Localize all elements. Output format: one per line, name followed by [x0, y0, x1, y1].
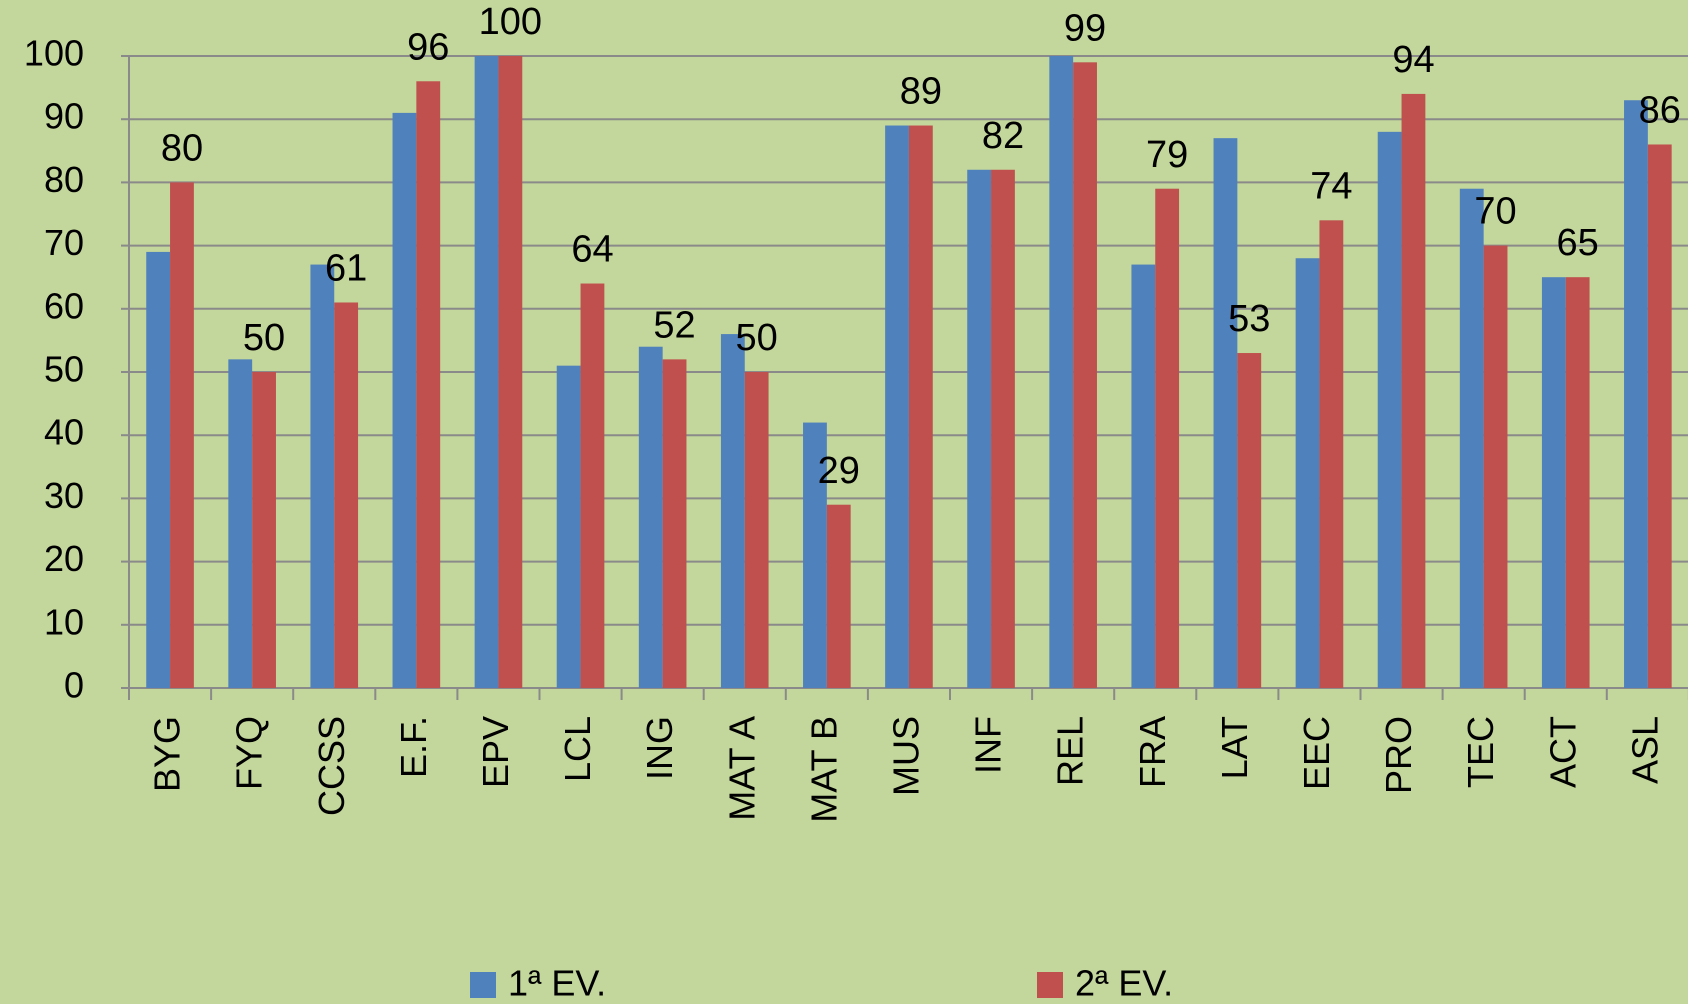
data-label: 70 [1474, 191, 1516, 233]
x-tick-label: LAT [1214, 716, 1255, 779]
bar [1237, 353, 1262, 688]
y-tick-label: 40 [44, 412, 84, 453]
data-label: 65 [1557, 222, 1599, 264]
bar [744, 372, 769, 688]
bar [720, 334, 745, 688]
bar [662, 359, 687, 688]
data-label: 82 [982, 115, 1024, 157]
bar [252, 372, 276, 688]
legend-swatch [1037, 972, 1063, 998]
bar [1624, 100, 1648, 689]
x-tick-label: BYG [147, 716, 188, 792]
bar [991, 169, 1015, 688]
y-tick-label: 10 [44, 601, 84, 642]
y-tick-label: 20 [44, 538, 84, 579]
data-label: 79 [1146, 134, 1188, 176]
x-tick-label: TEC [1460, 716, 1501, 788]
y-tick-label: 60 [44, 285, 84, 326]
data-label: 100 [479, 1, 542, 43]
x-tick-label: FYQ [229, 716, 270, 790]
y-tick-label: 50 [44, 349, 84, 390]
bar [638, 346, 663, 688]
bar [580, 283, 605, 688]
data-label: 52 [653, 304, 695, 346]
bar [967, 169, 992, 688]
bar [1319, 220, 1344, 688]
bar [146, 251, 171, 689]
bar [1155, 188, 1180, 688]
data-label: 53 [1228, 298, 1270, 340]
data-label: 64 [571, 229, 613, 271]
y-tick-label: 100 [24, 33, 84, 74]
x-tick-label: EEC [1296, 716, 1337, 790]
legend-swatch [470, 972, 496, 998]
bar [556, 365, 581, 688]
x-tick-label: LCL [557, 716, 598, 782]
bar [498, 56, 523, 688]
bar [416, 81, 441, 688]
bar [392, 112, 417, 688]
x-tick-label: EPV [475, 716, 516, 788]
x-tick-label: CCSS [311, 716, 352, 816]
x-tick-label: ASL [1624, 716, 1665, 784]
bar [1213, 138, 1238, 688]
x-tick-label: INF [968, 716, 1009, 774]
x-tick-label: PRO [1378, 716, 1419, 794]
y-tick-label: 30 [44, 475, 84, 516]
bar [1565, 277, 1590, 688]
x-tick-label: REL [1050, 716, 1091, 786]
bar [1459, 188, 1484, 688]
y-tick-label: 70 [44, 222, 84, 263]
x-tick-label: MUS [885, 716, 926, 796]
y-tick-label: 80 [44, 159, 84, 200]
data-label: 50 [243, 317, 285, 359]
bar [1131, 264, 1156, 688]
bar [908, 125, 933, 688]
data-label: 50 [736, 317, 778, 359]
data-label: 29 [818, 450, 860, 492]
data-label: 80 [161, 127, 203, 169]
legend-label: 1ª EV. [508, 963, 606, 1004]
data-label: 74 [1310, 165, 1352, 207]
x-tick-label: E.F. [393, 716, 434, 778]
data-label: 86 [1639, 90, 1681, 132]
x-tick-label: MAT A [721, 716, 762, 821]
bar [1483, 245, 1508, 688]
bar [885, 125, 909, 688]
bar [826, 504, 851, 688]
bar [228, 359, 253, 688]
x-tick-label: ACT [1542, 716, 1583, 788]
bar [170, 182, 194, 688]
bar [1401, 93, 1426, 689]
bar [310, 264, 335, 688]
bar [474, 56, 499, 688]
x-tick-label: ING [639, 716, 680, 780]
legend-label: 2ª EV. [1075, 963, 1173, 1004]
x-tick-label: FRA [1132, 716, 1173, 788]
bar [1049, 56, 1074, 688]
y-tick-label: 90 [44, 96, 84, 137]
data-label: 94 [1392, 39, 1434, 81]
bar [1073, 62, 1097, 688]
data-label: 89 [900, 71, 942, 113]
bar [803, 422, 827, 688]
y-tick-label: 0 [64, 665, 84, 706]
bar [1377, 131, 1402, 689]
x-tick-label: MAT B [803, 716, 844, 823]
bar [334, 302, 359, 688]
bar [1541, 277, 1566, 688]
data-label: 96 [407, 26, 449, 68]
bar [1647, 144, 1672, 689]
bar [1295, 258, 1320, 688]
legend: 1ª EV. 2ª EV. [470, 963, 1173, 1004]
data-label: 61 [325, 248, 367, 290]
data-label: 99 [1064, 7, 1106, 49]
